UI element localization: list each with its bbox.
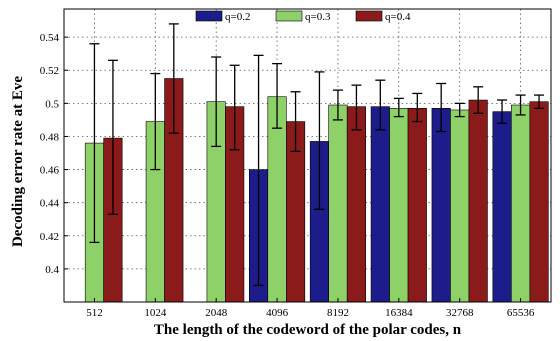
- y-tick-label: 0.44: [40, 198, 60, 210]
- y-tick-label: 0.42: [40, 231, 59, 243]
- bar-q=0.3-32768: [450, 109, 470, 303]
- y-axis-ticks: 0.4 0.42 0.44 0.46 0.48 0.5 0.52 0.54: [40, 32, 68, 276]
- x-tick-label: 8192: [327, 307, 349, 319]
- x-tick-label: 2048: [205, 307, 228, 319]
- y-tick-label: 0.52: [40, 65, 59, 77]
- legend-swatch: [275, 10, 303, 22]
- bar-q=0.4-32768: [468, 99, 488, 303]
- bar-q=0.4-65536: [529, 101, 549, 303]
- legend-label: q=0.3: [305, 11, 331, 23]
- bar-q=0.4-16384: [407, 108, 427, 303]
- x-tick-label: 512: [86, 307, 103, 319]
- x-axis-ticks: 512 1024 2048 4096 8192 16384 32768 65536: [86, 298, 535, 319]
- x-tick-label: 65536: [507, 307, 535, 319]
- legend-label: q=0.4: [385, 11, 411, 23]
- x-tick-label: 4096: [266, 307, 289, 319]
- y-tick-label: 0.4: [45, 264, 59, 276]
- bar-q=0.2-32768: [431, 108, 451, 303]
- legend-swatch: [195, 10, 223, 22]
- bars: [84, 78, 549, 303]
- legend-label: q=0.2: [225, 11, 250, 23]
- y-tick-label: 0.48: [40, 131, 60, 143]
- bar-q=0.3-65536: [511, 104, 531, 303]
- x-tick-label: 1024: [144, 307, 167, 319]
- plot-frame: [63, 8, 552, 303]
- x-tick-label: 32768: [446, 307, 474, 319]
- y-tick-label: 0.5: [45, 98, 59, 110]
- bar-q=0.3-8192: [328, 104, 348, 303]
- bar-q=0.3-16384: [389, 108, 409, 303]
- bar-q=0.2-65536: [492, 111, 512, 303]
- x-axis-title: The length of the codeword of the polar …: [154, 322, 462, 338]
- x-tick-label: 16384: [385, 307, 413, 319]
- bar-q=0.4-8192: [346, 106, 366, 303]
- error-bars: [89, 23, 545, 287]
- y-tick-label: 0.46: [40, 165, 60, 177]
- bar-q=0.2-16384: [370, 106, 390, 303]
- y-axis-title: Decoding error rate at Eve: [10, 76, 26, 247]
- legend-swatch: [355, 10, 383, 22]
- y-tick-label: 0.54: [40, 32, 60, 44]
- legend: q=0.2 q=0.3 q=0.4: [195, 10, 411, 23]
